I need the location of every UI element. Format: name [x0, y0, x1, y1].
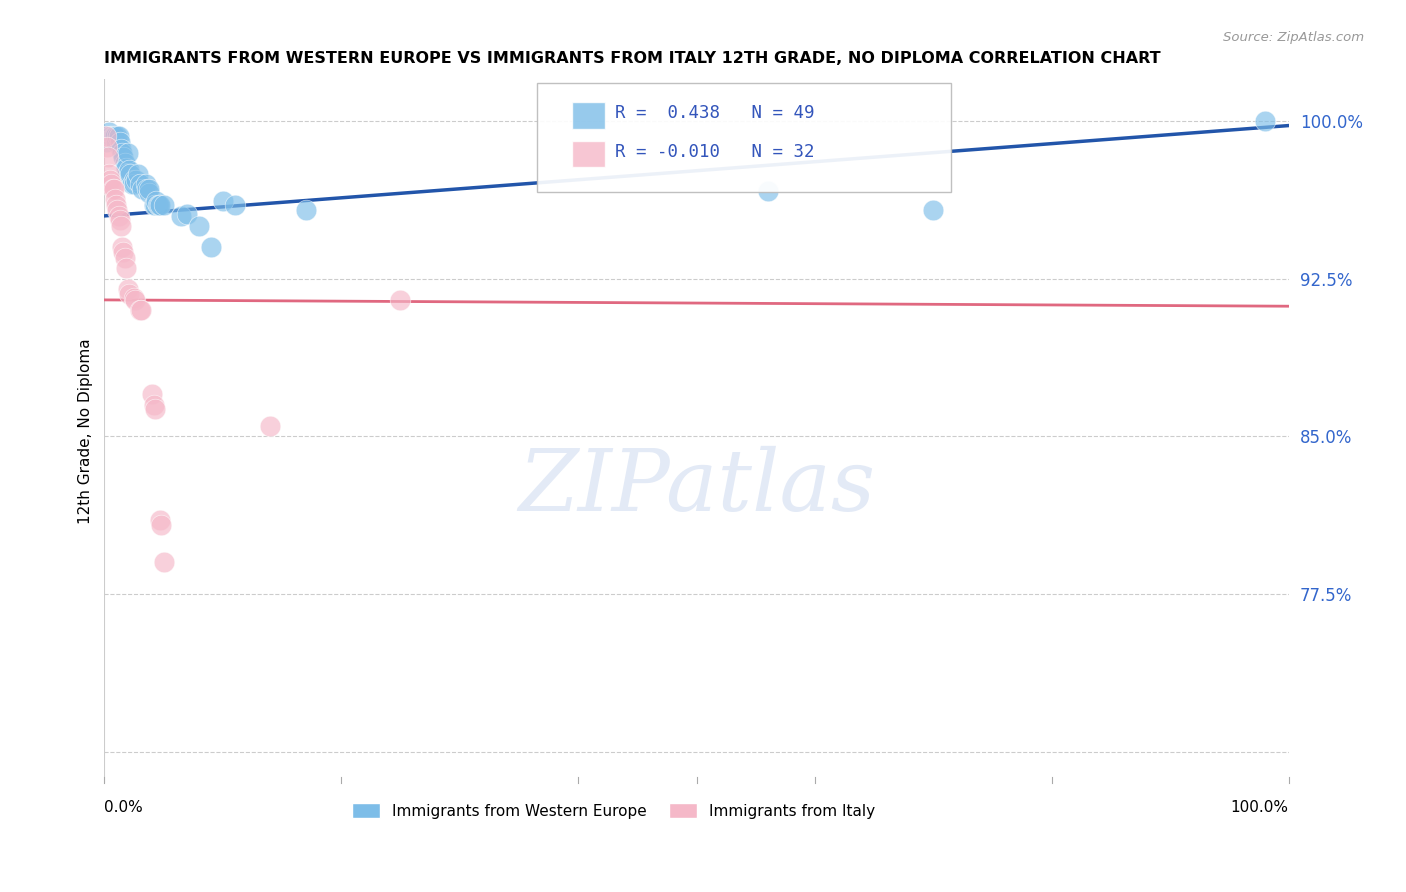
Point — [149, 198, 172, 212]
Point — [110, 219, 132, 234]
Point — [115, 167, 138, 181]
Point — [104, 129, 127, 144]
Point — [138, 186, 160, 200]
Point — [117, 145, 139, 160]
Point — [149, 513, 172, 527]
Point — [108, 136, 131, 150]
Point — [122, 178, 145, 192]
Point — [259, 419, 281, 434]
Point — [98, 173, 121, 187]
Point — [114, 156, 136, 170]
Point — [114, 251, 136, 265]
Point — [97, 150, 120, 164]
Point — [100, 129, 122, 144]
Point — [112, 244, 135, 259]
Point — [98, 129, 121, 144]
Point — [107, 129, 129, 144]
Point — [188, 219, 211, 234]
Point — [98, 125, 121, 139]
Point — [114, 261, 136, 276]
Point — [143, 398, 166, 412]
Point — [145, 194, 167, 209]
Point — [107, 129, 129, 144]
FancyBboxPatch shape — [572, 102, 606, 128]
Point — [146, 198, 169, 212]
Point — [94, 136, 117, 150]
Point — [120, 167, 142, 181]
Y-axis label: 12th Grade, No Diploma: 12th Grade, No Diploma — [79, 338, 93, 524]
Text: IMMIGRANTS FROM WESTERN EUROPE VS IMMIGRANTS FROM ITALY 12TH GRADE, NO DIPLOMA C: IMMIGRANTS FROM WESTERN EUROPE VS IMMIGR… — [104, 51, 1161, 66]
Point — [143, 402, 166, 417]
Point — [107, 202, 129, 217]
Point — [100, 178, 122, 192]
Point — [125, 173, 148, 187]
Point — [200, 240, 222, 254]
Point — [122, 173, 145, 187]
Point — [117, 282, 139, 296]
Point — [129, 303, 152, 318]
Point — [111, 240, 134, 254]
Text: ZIPatlas: ZIPatlas — [517, 446, 875, 529]
Text: 100.0%: 100.0% — [1230, 800, 1289, 815]
Point — [152, 198, 174, 212]
Point — [211, 194, 233, 209]
Point — [922, 202, 945, 217]
Point — [96, 129, 118, 144]
Point — [112, 150, 135, 164]
Point — [103, 129, 125, 144]
Point — [118, 162, 141, 177]
Point — [127, 167, 149, 181]
Point — [96, 139, 118, 153]
Point — [224, 198, 246, 212]
Point — [121, 178, 143, 192]
Point — [176, 207, 198, 221]
Point — [135, 178, 157, 192]
Point — [143, 198, 166, 212]
Point — [105, 136, 128, 150]
Text: 0.0%: 0.0% — [104, 800, 143, 815]
Point — [170, 209, 193, 223]
Point — [118, 286, 141, 301]
Point — [104, 192, 127, 206]
Text: R =  0.438   N = 49: R = 0.438 N = 49 — [614, 104, 814, 122]
Point — [124, 293, 146, 307]
Point — [129, 303, 152, 318]
Point — [138, 181, 160, 195]
Point — [756, 184, 779, 198]
Point — [110, 142, 132, 156]
Point — [94, 129, 117, 144]
Point — [152, 556, 174, 570]
Point — [294, 202, 316, 217]
Text: R = -0.010   N = 32: R = -0.010 N = 32 — [614, 143, 814, 161]
Point — [105, 198, 128, 212]
Point — [1254, 114, 1277, 128]
FancyBboxPatch shape — [537, 83, 952, 192]
Point — [131, 181, 153, 195]
Point — [114, 161, 136, 175]
Point — [101, 181, 124, 195]
Point — [141, 387, 163, 401]
Point — [122, 291, 145, 305]
Point — [129, 178, 152, 192]
Point — [98, 167, 121, 181]
Point — [136, 181, 159, 195]
Point — [111, 145, 134, 160]
Point — [108, 213, 131, 227]
Point — [389, 293, 412, 307]
Legend: Immigrants from Western Europe, Immigrants from Italy: Immigrants from Western Europe, Immigran… — [346, 797, 882, 825]
Point — [103, 181, 125, 195]
Point — [150, 517, 173, 532]
Point — [143, 198, 166, 212]
Point — [101, 129, 124, 144]
FancyBboxPatch shape — [572, 141, 606, 168]
Point — [148, 198, 170, 212]
Point — [107, 209, 129, 223]
Text: Source: ZipAtlas.com: Source: ZipAtlas.com — [1223, 31, 1364, 45]
